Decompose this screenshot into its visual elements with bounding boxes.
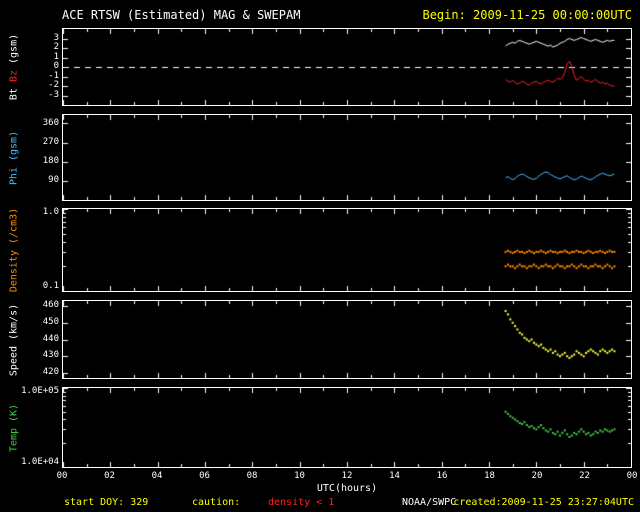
- y-tick-label: 450: [42, 316, 59, 327]
- y-tick-label: -3: [48, 89, 59, 100]
- panel-speed: Speed (km/s) 460 450 440 430 420: [9, 300, 632, 379]
- y-tick-label: 90: [48, 174, 59, 185]
- y-axis-label-part: Speed (km/s): [8, 303, 20, 376]
- x-tick-label: 10: [294, 471, 305, 481]
- y-axis-label-part: Temp (K): [8, 403, 20, 452]
- caution-value: density < 1: [268, 497, 335, 508]
- panel-temp: Temp (K) 1.0E+05 1.0E+04: [9, 387, 632, 468]
- x-tick-label: 04: [151, 471, 163, 481]
- x-tick-label: 06: [199, 471, 210, 481]
- y-tick-label: 1.0E+05: [21, 386, 59, 396]
- begin-timestamp: Begin: 2009-11-25 00:00:00UTC: [422, 8, 632, 22]
- phi-chart-canvas: [63, 115, 631, 200]
- bt-bz-chart-canvas: [63, 29, 631, 105]
- created-timestamp: created:2009-11-25 23:27:04UTC: [453, 497, 634, 508]
- panel-density: Density (/cm3) 1.0 0.1: [9, 208, 632, 292]
- density-chart-canvas: [63, 209, 631, 291]
- y-axis-label-speed: Speed (km/s): [7, 301, 21, 378]
- y-tick-label: 360: [42, 117, 59, 128]
- x-tick-label: 16: [436, 471, 448, 481]
- y-axis-label-part: Phi (gsm): [8, 130, 20, 185]
- y-tick-label: 460: [42, 300, 59, 311]
- y-tick-label: 430: [42, 350, 59, 361]
- x-tick-label: 12: [341, 471, 353, 481]
- y-axis-label-part: (gsm): [8, 33, 20, 64]
- y-tick-label: 0.1: [42, 281, 59, 291]
- panel-phi: Phi (gsm) 360 270 180 90: [9, 114, 632, 201]
- y-axis-label-part: Bt: [8, 82, 20, 101]
- x-tick-label: 00: [626, 471, 638, 481]
- y-axis-label-part: Density (/cm3): [8, 207, 20, 293]
- plot-title: ACE RTSW (Estimated) MAG & SWEPAM: [62, 8, 301, 22]
- y-tick-label: 180: [42, 155, 59, 166]
- y-axis-label-density: Density (/cm3): [7, 207, 21, 293]
- y-tick-label: 270: [42, 136, 59, 147]
- agency-label: NOAA/SWPC: [402, 497, 457, 508]
- x-tick-label: 02: [104, 471, 115, 481]
- start-doy-label: start DOY: 329: [64, 497, 149, 508]
- y-axis-label-phi: Phi (gsm): [7, 115, 21, 200]
- y-tick-label: 2: [53, 42, 59, 52]
- x-tick-label: 08: [246, 471, 258, 481]
- x-axis-title: UTC(hours): [316, 483, 378, 494]
- caution-label: caution:: [192, 497, 241, 508]
- panel-bt-bz: Bt Bz (gsm) 3 2 1 0 -1 -2 -3: [9, 28, 632, 106]
- y-axis-label-temp: Temp (K): [7, 388, 21, 467]
- x-tick-label: 18: [484, 471, 495, 481]
- y-tick-label: 1: [53, 51, 59, 62]
- y-tick-label: -1: [48, 70, 59, 81]
- x-tick-label: 14: [389, 471, 400, 481]
- y-tick-label: 420: [42, 366, 59, 377]
- y-tick-label: 1.0E+04: [21, 457, 59, 467]
- y-tick-label: 3: [53, 32, 59, 43]
- x-tick-label: 22: [579, 471, 590, 481]
- y-axis-label-part: Bz: [8, 63, 20, 83]
- temp-chart-canvas: [63, 388, 631, 467]
- y-axis-label-bt-bz: Bt Bz (gsm): [7, 29, 21, 105]
- y-tick-label: 440: [42, 333, 59, 344]
- y-tick-label: -2: [48, 80, 59, 90]
- y-tick-label: 0: [53, 61, 59, 71]
- y-tick-label: 1.0: [42, 207, 59, 217]
- speed-chart-canvas: [63, 301, 631, 378]
- x-tick-label: 00: [56, 471, 68, 481]
- x-tick-label: 20: [531, 471, 543, 481]
